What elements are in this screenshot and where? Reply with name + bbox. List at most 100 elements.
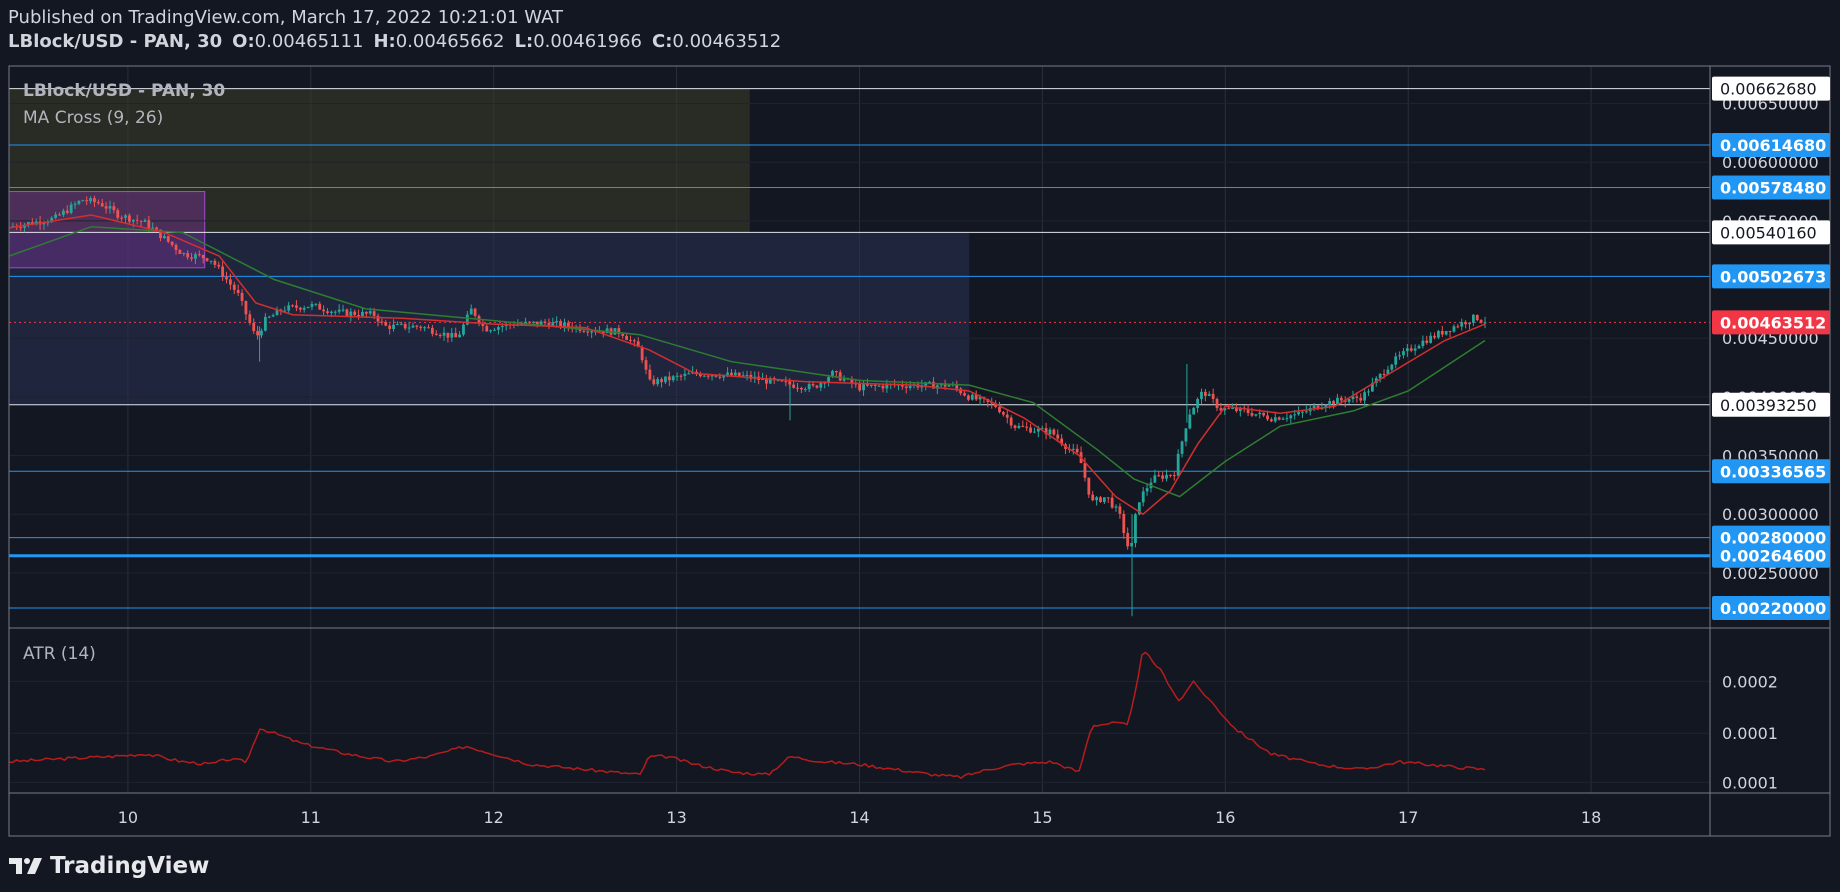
candle-body	[232, 284, 236, 290]
candle-body	[862, 384, 865, 391]
candle-body	[1110, 497, 1114, 508]
candle-body	[679, 375, 683, 377]
candle-body	[174, 244, 178, 251]
candle-body	[283, 310, 287, 312]
candle-body	[1211, 393, 1215, 399]
candle-body	[1196, 398, 1199, 408]
candle-body	[1203, 391, 1207, 396]
candle-body	[93, 198, 96, 203]
candle-body	[399, 323, 403, 325]
candle-body	[1207, 393, 1211, 396]
candle-body	[1118, 506, 1122, 514]
price-tag[interactable]	[1712, 132, 1830, 157]
candle-body	[1433, 335, 1436, 338]
price-tag[interactable]	[1712, 392, 1830, 417]
candle-body	[784, 381, 788, 383]
candle-body	[104, 206, 108, 209]
candle-body	[1405, 348, 1409, 352]
candle-body	[147, 220, 151, 228]
price-tag-label: 0.00614680	[1720, 136, 1826, 155]
candle-body	[485, 325, 489, 332]
candle-body	[376, 315, 380, 322]
tradingview-logo[interactable]: TradingView	[8, 852, 209, 880]
candle-body	[434, 333, 438, 336]
price-tag[interactable]	[1712, 220, 1830, 245]
candle-body	[687, 373, 691, 375]
candle-body	[563, 322, 566, 327]
candle-body	[221, 266, 225, 278]
price-tag[interactable]	[1712, 459, 1830, 484]
candle-body	[1254, 414, 1258, 416]
candle-body	[454, 333, 458, 338]
candle-body	[162, 236, 166, 239]
current-price-tag[interactable]	[1712, 310, 1830, 335]
price-tag[interactable]	[1712, 596, 1830, 621]
candle-body	[854, 383, 858, 385]
candle-body	[1304, 411, 1308, 413]
candle-body	[275, 309, 279, 316]
price-pane[interactable]	[8, 66, 1710, 793]
candle-body	[341, 309, 345, 311]
legend-indicator[interactable]: MA Cross (9, 26)	[23, 108, 163, 128]
candle-body	[1013, 425, 1017, 428]
candle-body	[322, 309, 326, 312]
candle-body	[337, 309, 341, 312]
y-tick-label: 0.00600000	[1722, 153, 1819, 172]
candle-body	[139, 220, 143, 222]
candle-body	[566, 322, 570, 327]
candle-body	[807, 384, 811, 390]
candle-body	[30, 222, 34, 225]
candle-body	[427, 327, 430, 329]
candle-body	[61, 210, 65, 215]
close-label: C:	[651, 31, 673, 52]
candle-body	[1029, 427, 1032, 433]
candle-body	[50, 217, 54, 222]
candle-body	[1091, 494, 1095, 501]
candle-body	[904, 386, 908, 388]
price-tag-label: 0.00336565	[1720, 462, 1826, 481]
candle-body	[143, 220, 147, 222]
candle-body	[112, 206, 116, 211]
candle-body	[656, 379, 660, 385]
candle-body	[967, 395, 970, 400]
candle-body	[555, 320, 559, 323]
price-tag-label: 0.00264600	[1720, 547, 1826, 566]
low-value: 0.00461966	[533, 31, 642, 52]
price-tag[interactable]	[1712, 175, 1830, 200]
legend-atr[interactable]: ATR (14)	[23, 644, 96, 664]
atr-pane[interactable]	[8, 651, 1710, 783]
candle-body	[423, 327, 427, 329]
x-tick-label: 16	[1215, 808, 1235, 827]
candle-body	[1297, 412, 1300, 415]
candle-body	[252, 322, 256, 332]
legend-symbol[interactable]: LBlock/USD - PAN, 30	[23, 81, 225, 101]
candle-body	[19, 227, 23, 229]
candle-body	[788, 381, 792, 385]
price-tag[interactable]	[1712, 543, 1830, 568]
candle-body	[100, 203, 104, 207]
candle-body	[240, 292, 244, 301]
candle-body	[357, 315, 360, 317]
close-value: 0.00463512	[672, 31, 782, 52]
candle-body	[632, 340, 636, 342]
price-tag-label: 0.00280000	[1720, 529, 1826, 548]
price-tag[interactable]	[1712, 76, 1830, 101]
candle-body	[65, 210, 69, 213]
price-tag[interactable]	[1712, 525, 1830, 550]
candle-body	[333, 311, 337, 313]
candle-body	[1289, 415, 1293, 419]
candle-body	[640, 347, 644, 361]
candle-body	[1056, 434, 1060, 439]
candle-body	[582, 330, 586, 332]
candle-body	[1114, 506, 1118, 508]
candle-body	[543, 321, 547, 324]
candle-body	[1386, 369, 1390, 375]
candle-body	[155, 227, 159, 230]
candle-body	[1351, 396, 1355, 400]
candle-body	[1153, 475, 1157, 483]
candle-body	[1083, 463, 1087, 478]
price-tag[interactable]	[1712, 264, 1830, 289]
candle-body	[256, 331, 259, 336]
candle-body	[1417, 346, 1421, 349]
